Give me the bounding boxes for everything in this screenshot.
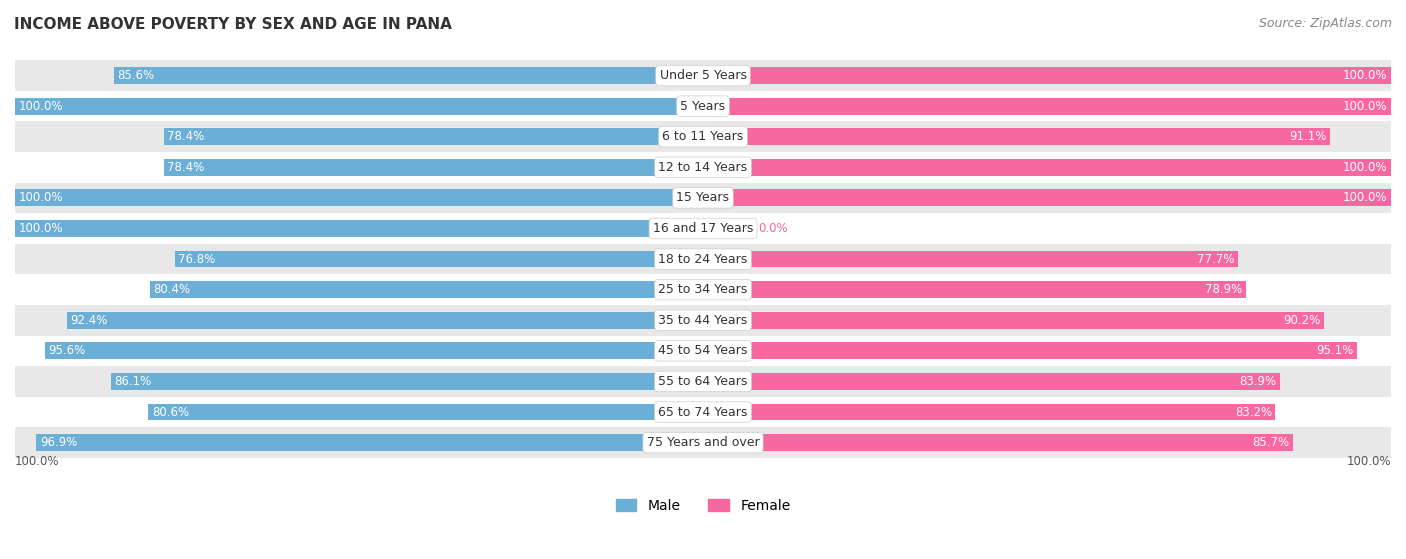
Text: 76.8%: 76.8% [179, 253, 215, 266]
Text: 86.1%: 86.1% [114, 375, 152, 388]
Text: 18 to 24 Years: 18 to 24 Years [658, 253, 748, 266]
Text: Under 5 Years: Under 5 Years [659, 69, 747, 82]
Bar [15, 274, 1391, 305]
Bar [15, 91, 1391, 121]
Text: 85.6%: 85.6% [118, 69, 155, 82]
Text: 15 Years: 15 Years [676, 191, 730, 205]
Bar [163, 159, 703, 176]
Bar [15, 397, 1391, 427]
Text: 78.4%: 78.4% [167, 161, 204, 174]
Bar [15, 220, 703, 237]
Bar [114, 67, 703, 84]
Bar [15, 98, 703, 115]
Text: 83.9%: 83.9% [1240, 375, 1277, 388]
Bar [111, 373, 703, 390]
Text: 78.4%: 78.4% [167, 130, 204, 143]
Bar [703, 250, 1237, 268]
Bar [703, 343, 1357, 359]
Bar [15, 305, 1391, 335]
Bar [703, 190, 1391, 206]
Bar [15, 60, 1391, 91]
Bar [703, 404, 1275, 420]
Bar [15, 213, 1391, 244]
Bar [15, 121, 1391, 152]
Text: 77.7%: 77.7% [1197, 253, 1234, 266]
Text: 83.2%: 83.2% [1234, 405, 1272, 419]
Text: 100.0%: 100.0% [18, 222, 63, 235]
Text: 85.7%: 85.7% [1253, 436, 1289, 449]
Bar [15, 366, 1391, 397]
Text: 100.0%: 100.0% [1343, 69, 1388, 82]
Bar [703, 129, 1330, 145]
Bar [163, 129, 703, 145]
Text: 100.0%: 100.0% [15, 455, 59, 468]
Text: 75 Years and over: 75 Years and over [647, 436, 759, 449]
Text: 100.0%: 100.0% [1343, 100, 1388, 112]
Text: INCOME ABOVE POVERTY BY SEX AND AGE IN PANA: INCOME ABOVE POVERTY BY SEX AND AGE IN P… [14, 17, 451, 32]
Text: 5 Years: 5 Years [681, 100, 725, 112]
Text: 78.9%: 78.9% [1205, 283, 1243, 296]
Text: 96.9%: 96.9% [39, 436, 77, 449]
Text: 91.1%: 91.1% [1289, 130, 1326, 143]
Bar [703, 281, 1246, 298]
Text: 100.0%: 100.0% [18, 191, 63, 205]
Text: 100.0%: 100.0% [1343, 161, 1388, 174]
Bar [703, 98, 1391, 115]
Bar [174, 250, 703, 268]
Text: 100.0%: 100.0% [18, 100, 63, 112]
Text: 45 to 54 Years: 45 to 54 Years [658, 344, 748, 357]
Bar [15, 244, 1391, 274]
Text: 0.0%: 0.0% [758, 222, 787, 235]
Bar [15, 190, 703, 206]
Bar [67, 312, 703, 329]
Bar [15, 335, 1391, 366]
Text: 80.4%: 80.4% [153, 283, 190, 296]
Text: 100.0%: 100.0% [1343, 191, 1388, 205]
Text: 16 and 17 Years: 16 and 17 Years [652, 222, 754, 235]
Legend: Male, Female: Male, Female [610, 494, 796, 519]
Bar [703, 373, 1281, 390]
Bar [15, 183, 1391, 213]
Text: 92.4%: 92.4% [70, 314, 108, 327]
Text: 65 to 74 Years: 65 to 74 Years [658, 405, 748, 419]
Bar [15, 152, 1391, 183]
Text: 6 to 11 Years: 6 to 11 Years [662, 130, 744, 143]
Text: 80.6%: 80.6% [152, 405, 188, 419]
Bar [703, 67, 1391, 84]
Text: 35 to 44 Years: 35 to 44 Years [658, 314, 748, 327]
Text: 55 to 64 Years: 55 to 64 Years [658, 375, 748, 388]
Text: Source: ZipAtlas.com: Source: ZipAtlas.com [1258, 17, 1392, 30]
Text: 90.2%: 90.2% [1282, 314, 1320, 327]
Bar [703, 434, 1292, 451]
Bar [37, 434, 703, 451]
Bar [15, 427, 1391, 458]
Bar [45, 343, 703, 359]
Bar [150, 281, 703, 298]
Text: 100.0%: 100.0% [1347, 455, 1391, 468]
Text: 95.1%: 95.1% [1316, 344, 1354, 357]
Text: 95.6%: 95.6% [49, 344, 86, 357]
Text: 12 to 14 Years: 12 to 14 Years [658, 161, 748, 174]
Bar [703, 159, 1391, 176]
Bar [703, 312, 1323, 329]
Text: 25 to 34 Years: 25 to 34 Years [658, 283, 748, 296]
Bar [149, 404, 703, 420]
